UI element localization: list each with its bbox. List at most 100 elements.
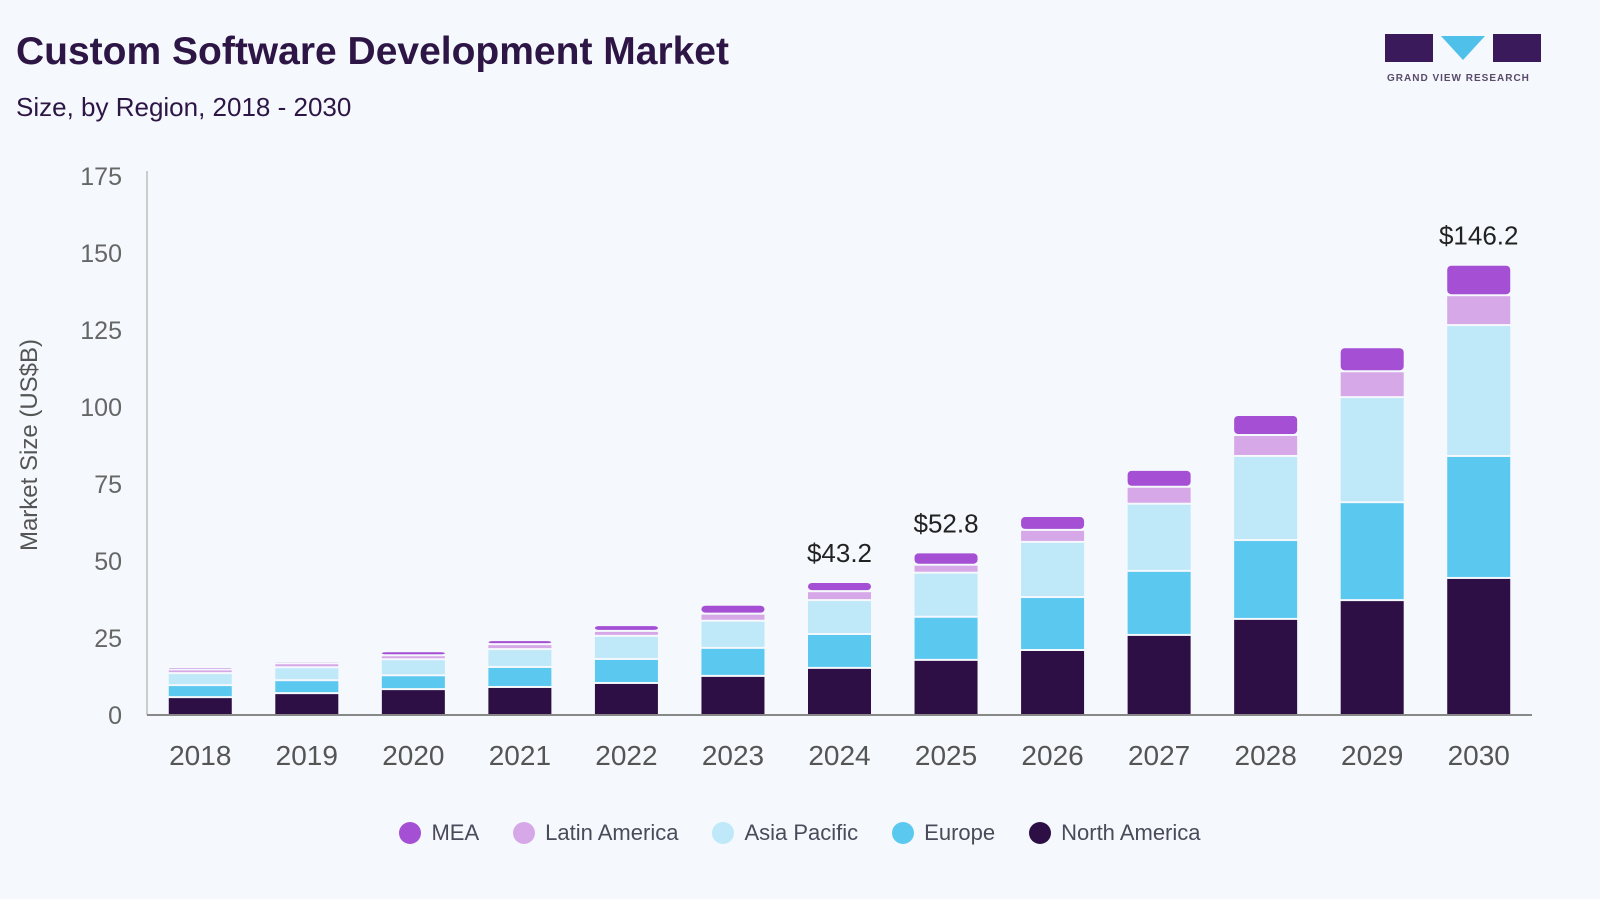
bar-segment-latin-america — [701, 614, 765, 620]
legend-item: North America — [1029, 820, 1201, 846]
bar-segment-north-america — [488, 687, 552, 714]
bar-segment-mea — [1021, 517, 1085, 529]
legend: MEA Latin America Asia Pacific Europe North … — [0, 820, 1600, 846]
bar-segment-latin-america — [488, 645, 552, 649]
x-tick-label: 2019 — [276, 740, 338, 771]
bar-segment-europe — [914, 617, 978, 659]
y-tick-label: 100 — [80, 394, 122, 422]
x-tick-label: 2026 — [1021, 740, 1083, 771]
bar-segment-asia-pacific — [1234, 456, 1298, 540]
legend-swatch — [399, 822, 422, 844]
x-tick-label: 2022 — [595, 740, 657, 771]
bar-segment-latin-america — [914, 565, 978, 572]
bar-segment-europe — [1447, 456, 1511, 577]
bar-segment-north-america — [1340, 601, 1404, 714]
legend-swatch — [1029, 822, 1052, 844]
legend-item: MEA — [399, 820, 479, 846]
bar-segment-asia-pacific — [1021, 542, 1085, 597]
logo-text: GRAND VIEW RESEARCH — [1387, 73, 1530, 84]
bar-segment-mea — [701, 605, 765, 613]
y-tick-label: 75 — [94, 471, 122, 499]
y-tick-label: 150 — [80, 240, 122, 268]
bar-segment-north-america — [168, 698, 232, 714]
bar-segment-mea — [488, 641, 552, 644]
bar-segment-latin-america — [275, 664, 339, 667]
bar-segment-asia-pacific — [488, 650, 552, 666]
bar-segment-asia-pacific — [1447, 326, 1511, 455]
y-tick-label: 175 — [80, 163, 122, 191]
bar-segment-mea — [1340, 348, 1404, 371]
legend-label: Asia Pacific — [744, 820, 859, 845]
x-tick-label: 2028 — [1235, 740, 1297, 771]
x-tick-label: 2027 — [1128, 740, 1190, 771]
bar-segment-latin-america — [1340, 372, 1404, 397]
bar-segment-europe — [1127, 571, 1191, 634]
bar-segment-asia-pacific — [914, 573, 978, 616]
bar-segment-latin-america — [381, 656, 445, 659]
x-tick-label: 2018 — [169, 740, 231, 771]
bar-segment-europe — [594, 659, 658, 682]
legend-swatch — [712, 822, 735, 844]
data-label: $146.2 — [1439, 221, 1519, 251]
legend-label: MEA — [431, 820, 480, 845]
x-tick-label: 2024 — [808, 740, 870, 771]
bar-segment-europe — [1340, 503, 1404, 600]
legend-item: Latin America — [513, 820, 678, 846]
bar-segment-europe — [701, 648, 765, 675]
bar-segment-europe — [1234, 541, 1298, 618]
bar-segment-north-america — [594, 683, 658, 714]
chart-title: Custom Software Development Market — [16, 30, 729, 73]
bar-segment-europe — [808, 634, 871, 667]
bar-segment-mea — [381, 652, 445, 655]
x-tick-label: 2030 — [1448, 740, 1510, 771]
bar-segment-mea — [914, 553, 978, 564]
bar-segment-europe — [381, 676, 445, 689]
legend-label: North America — [1061, 820, 1201, 845]
bar-segment-mea — [808, 582, 871, 591]
y-tick-label: 0 — [108, 702, 122, 730]
x-tick-label: 2029 — [1341, 740, 1403, 771]
bar-segment-europe — [1021, 598, 1085, 650]
bar-segment-latin-america — [1127, 487, 1191, 503]
bar-segment-asia-pacific — [1127, 504, 1191, 570]
bar-segment-mea — [1234, 416, 1298, 435]
bar-segment-latin-america — [594, 631, 658, 635]
legend-label: Europe — [924, 820, 996, 845]
legend-item: Asia Pacific — [712, 820, 858, 846]
bar-segment-north-america — [1234, 619, 1298, 714]
y-tick-label: 25 — [94, 625, 122, 653]
bar-segment-north-america — [701, 676, 765, 714]
bar-segment-mea — [1447, 265, 1511, 295]
data-label: $52.8 — [913, 508, 978, 538]
bar-segment-europe — [488, 667, 552, 686]
bar-segment-asia-pacific — [701, 621, 765, 647]
bar-segment-north-america — [1021, 651, 1085, 714]
bar-segment-north-america — [275, 694, 339, 714]
grand-view-research-logo — [1385, 34, 1541, 62]
legend-label: Latin America — [545, 820, 679, 845]
bar-segment-north-america — [381, 690, 445, 714]
x-tick-label: 2025 — [915, 740, 977, 771]
bar-segment-mea — [594, 626, 658, 630]
y-tick-label: 125 — [80, 317, 122, 345]
bar-segment-asia-pacific — [1340, 398, 1404, 502]
bar-segment-latin-america — [1021, 530, 1085, 541]
bar-segment-north-america — [808, 668, 871, 714]
bar-segment-north-america — [1447, 578, 1511, 714]
y-axis-label: Market Size (US$B) — [16, 339, 43, 551]
legend-swatch — [513, 822, 536, 844]
legend-swatch — [892, 822, 915, 844]
bar-segment-asia-pacific — [168, 674, 232, 685]
chart-subtitle: Size, by Region, 2018 - 2030 — [16, 92, 352, 122]
bar-segment-mea — [1127, 470, 1191, 486]
bar-segment-europe — [275, 681, 339, 693]
y-tick-label: 50 — [94, 548, 122, 576]
x-tick-label: 2023 — [702, 740, 764, 771]
bar-segment-europe — [168, 686, 232, 697]
bar-segment-asia-pacific — [275, 668, 339, 680]
bar-segment-latin-america — [1447, 296, 1511, 325]
data-label: $43.2 — [807, 538, 872, 568]
bar-segment-north-america — [914, 660, 978, 714]
bar-segment-asia-pacific — [594, 636, 658, 658]
